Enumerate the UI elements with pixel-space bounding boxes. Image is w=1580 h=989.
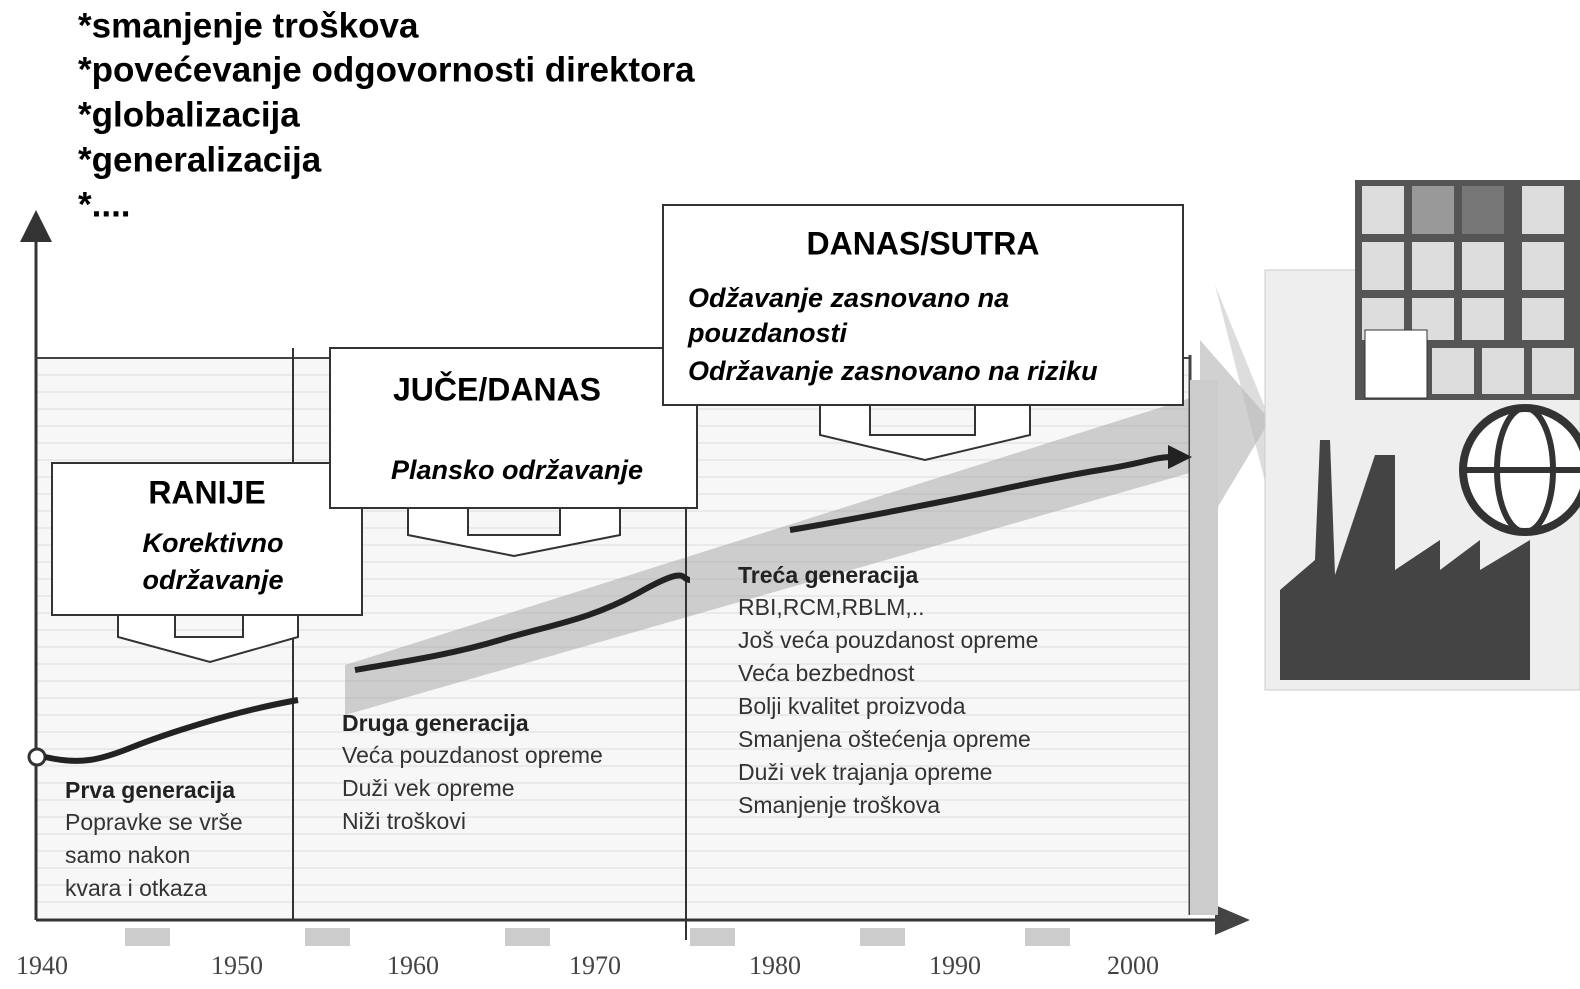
driver: *.... <box>78 185 131 224</box>
generation-line: Još veća pouzdanost opreme <box>738 627 1038 653</box>
period-line: Korektivno <box>142 528 283 558</box>
period-title: RANIJE <box>148 474 265 510</box>
year-label: 1940 <box>16 951 68 980</box>
year-label: 1950 <box>211 951 263 980</box>
year-label: 1960 <box>387 951 439 980</box>
generation-line: RBI,RCM,RBLM,.. <box>738 594 925 620</box>
period-line: Održavanje zasnovano na riziku <box>688 356 1098 386</box>
generation-line: Duži vek opreme <box>342 775 515 801</box>
diagram: *smanjenje troškova *povećevanje odgovor… <box>0 0 1580 989</box>
generation-line: Veća pouzdanost opreme <box>342 742 603 768</box>
period-line: Odžavanje zasnovano na <box>688 283 1009 313</box>
generation-title: Prva generacija <box>65 777 235 803</box>
generation-line: Smanjenje troškova <box>738 792 940 818</box>
year-label: 2000 <box>1107 951 1159 980</box>
generation-line: Popravke se vrše <box>65 809 243 835</box>
driver: *generalizacija <box>78 140 322 179</box>
period-title: JUČE/DANAS <box>393 371 601 407</box>
generation-title: Druga generacija <box>342 710 529 736</box>
generation-line: Veća bezbednost <box>738 660 915 686</box>
generation-line: Duži vek trajanja opreme <box>738 759 992 785</box>
driver: *povećevanje odgovornosti direktora <box>78 50 695 89</box>
period-line: održavanje <box>142 565 283 595</box>
period-line: Plansko održavanje <box>391 455 643 485</box>
period-line: pouzdanosti <box>687 318 847 348</box>
year-labels: 1940 1950 1960 1970 1980 1990 2000 <box>16 951 1159 980</box>
generation-line: Niži troškovi <box>342 808 466 834</box>
generation-line: Bolji kvalitet proizvoda <box>738 693 966 719</box>
period-title: DANAS/SUTRA <box>807 225 1040 261</box>
generation-line: samo nakon <box>65 842 190 868</box>
generation-line: kvara i otkaza <box>65 875 207 901</box>
driver: *smanjenje troškova <box>78 6 419 45</box>
year-label: 1980 <box>749 951 801 980</box>
generation-title: Treća generacija <box>738 562 918 588</box>
year-label: 1970 <box>569 951 621 980</box>
generation-line: Smanjena oštećenja opreme <box>738 726 1031 752</box>
driver: *globalizacija <box>78 95 300 134</box>
drivers: *smanjenje troškova *povećevanje odgovor… <box>78 6 695 224</box>
year-label: 1990 <box>929 951 981 980</box>
